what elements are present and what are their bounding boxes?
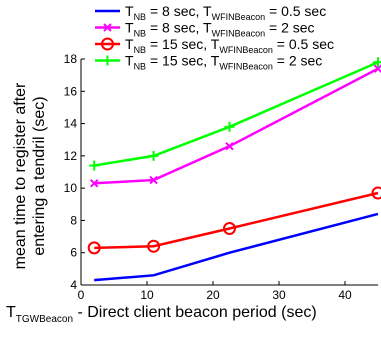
legend-label: TNB = 15 sec, TWFINBeacon = 0.5 sec	[125, 36, 334, 55]
data-point	[147, 239, 161, 253]
data-point	[373, 57, 381, 68]
data-point	[87, 241, 101, 255]
legend-marker	[103, 23, 112, 32]
x-marker-stroke	[89, 179, 99, 188]
legend-entry-1: TNB = 8 sec, TWFINBeacon = 0.5 sec	[95, 3, 326, 22]
legend-entry-4: TNB = 15 sec, TWFINBeacon = 2 sec	[95, 53, 322, 72]
legend-label-part: = 15 sec, T	[146, 53, 220, 69]
data-point	[149, 175, 158, 185]
legend-entry-3: TNB = 15 sec, TWFINBeacon = 0.5 sec	[95, 36, 334, 55]
legend-label-subscript: WFINBeacon	[212, 29, 266, 39]
x-marker-stroke	[225, 141, 234, 151]
legend-label-part: = 0.5 sec	[265, 3, 326, 19]
y-axis-label-line: mean time to register after	[12, 82, 29, 269]
legend-label-subscript: NB	[134, 12, 147, 22]
legend-entry-2: TNB = 8 sec, TWFINBeacon = 2 sec	[95, 20, 315, 39]
x-marker-stroke	[103, 23, 112, 32]
y-axis-label-line: entering a tendril (sec)	[31, 96, 48, 255]
legend-label-part: T	[125, 36, 134, 52]
series-3	[87, 186, 381, 255]
y-tick-label: 16	[64, 84, 78, 98]
legend-label-subscript: WFINBeacon	[212, 12, 266, 22]
series-4	[89, 57, 381, 171]
data-point	[225, 141, 234, 151]
x-axis-label-subscript: TGWBeacon	[16, 314, 73, 325]
x-tick-label: 40	[338, 288, 352, 302]
data-point	[223, 222, 236, 235]
legend-marker	[102, 55, 113, 66]
series-2	[89, 64, 381, 188]
legend-label-part: T	[125, 3, 134, 19]
y-tick-label: 6	[70, 246, 77, 260]
series-line	[93, 61, 379, 167]
y-tick-label: 14	[64, 117, 78, 131]
legend-label-part: = 2 sec	[265, 20, 314, 36]
series-line	[94, 191, 379, 250]
series-layer	[87, 57, 381, 282]
x-axis-label-main: T	[6, 304, 16, 321]
legend-label: TNB = 8 sec, TWFINBeacon = 0.5 sec	[125, 3, 326, 22]
data-point	[224, 121, 235, 132]
legend-label-part: T	[125, 53, 134, 69]
x-marker-stroke	[149, 175, 158, 185]
legend-label-part: = 8 sec, T	[146, 3, 212, 19]
x-tick-label: 30	[272, 288, 286, 302]
legend-label-part: = 15 sec, T	[146, 36, 220, 52]
y-tick-label: 4	[70, 278, 77, 292]
data-point	[89, 160, 100, 171]
series-line	[94, 67, 379, 185]
axes: 0 10 20 30 40 4 6 8 10 12 14 16 18	[64, 52, 378, 302]
data-point	[371, 186, 381, 200]
x-tick-label: 10	[140, 288, 154, 302]
legend-label: TNB = 15 sec, TWFINBeacon = 2 sec	[125, 53, 322, 72]
x-tick-label: 0	[78, 288, 85, 302]
x-axis-label: TTGWBeacon - Direct client beacon period…	[6, 304, 317, 325]
x-tick-label: 20	[206, 288, 220, 302]
legend-label-subscript: NB	[134, 29, 147, 39]
legend-label-subscript: WFINBeacon	[219, 45, 273, 55]
legend-label-part: = 2 sec	[273, 53, 322, 69]
legend-label-part: = 0.5 sec	[273, 36, 334, 52]
legend-label: TNB = 8 sec, TWFINBeacon = 2 sec	[125, 20, 315, 39]
y-tick-label: 10	[64, 181, 78, 195]
legend-label-part: T	[125, 20, 134, 36]
legend-marker	[101, 37, 114, 51]
series-line	[94, 212, 379, 282]
legend-label-part: = 8 sec, T	[146, 20, 212, 36]
y-tick-label: 8	[70, 213, 77, 227]
series-1	[94, 212, 379, 282]
axis-labels: TTGWBeacon - Direct client beacon period…	[6, 82, 317, 325]
x-marker-stroke	[373, 64, 381, 73]
data-point	[373, 64, 381, 73]
data-point	[148, 150, 159, 161]
legend-label-subscript: NB	[134, 62, 147, 72]
legend-label-subscript: WFINBeacon	[219, 62, 273, 72]
x-axis-label-rest: - Direct client beacon period (sec)	[73, 304, 317, 321]
y-tick-label: 18	[64, 52, 78, 66]
data-point	[89, 179, 99, 188]
y-tick-label: 12	[64, 149, 78, 163]
legend-label-subscript: NB	[134, 45, 147, 55]
